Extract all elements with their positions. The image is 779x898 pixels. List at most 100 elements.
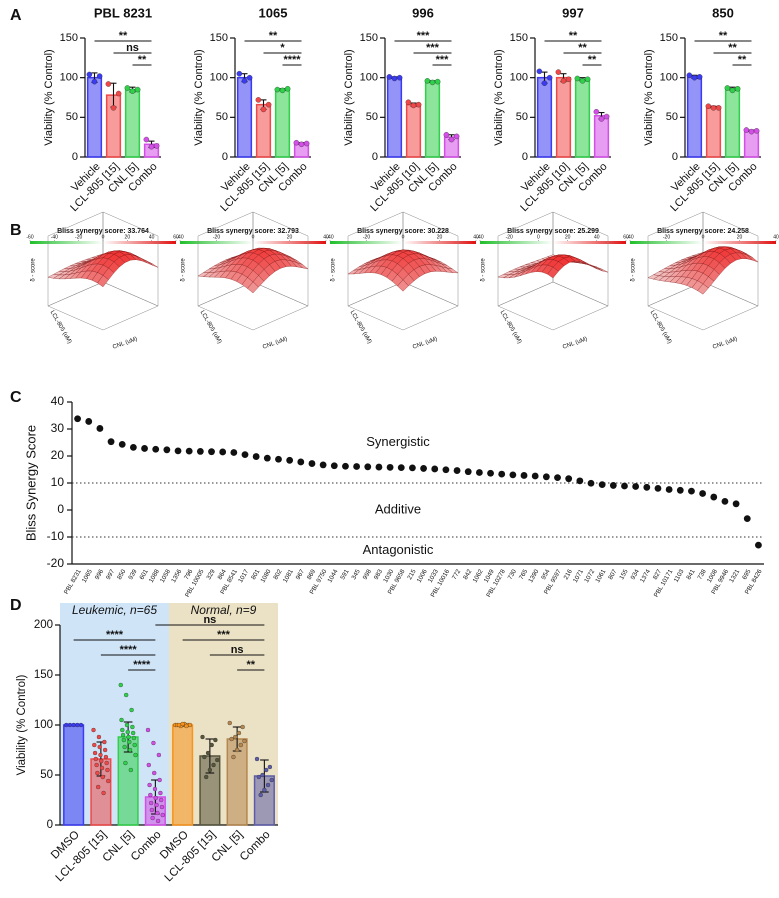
data-point	[275, 455, 282, 463]
data-point	[241, 451, 249, 459]
plot-box	[497, 281, 609, 331]
data-point	[743, 515, 751, 523]
plot-box	[497, 211, 554, 307]
data-point	[150, 815, 155, 821]
data-point	[86, 71, 93, 78]
y-tick-label: 0	[672, 151, 678, 163]
colorbar-tick-label: -20	[506, 234, 513, 240]
data-point	[102, 747, 108, 753]
bracket-label: ****	[133, 659, 151, 671]
bar	[124, 88, 141, 158]
data-point	[560, 78, 567, 84]
data-point	[240, 724, 245, 730]
data-point	[131, 730, 136, 736]
data-point	[262, 787, 267, 793]
data-point	[424, 78, 431, 84]
data-point	[676, 486, 684, 494]
data-point	[149, 807, 155, 813]
data-point	[565, 475, 573, 483]
z-axis-label: δ - score	[631, 258, 637, 282]
x-tick-label: 738	[696, 568, 708, 581]
bracket-label: **	[719, 30, 728, 42]
region-label: Antagonistic	[363, 542, 434, 557]
data-point	[78, 722, 84, 728]
data-point	[124, 692, 129, 698]
region-label: Additive	[375, 501, 421, 516]
x-tick-label: 807	[607, 568, 619, 581]
chart-title: 996	[412, 5, 434, 20]
data-point	[330, 462, 338, 470]
y-tick-label: 150	[660, 32, 678, 44]
data-point	[286, 456, 294, 464]
data-point	[705, 103, 712, 109]
x-tick-label: 772	[451, 568, 463, 581]
colorbar-tick-label: 20	[437, 234, 443, 240]
data-point	[124, 722, 130, 728]
y-tick-label: 50	[216, 111, 228, 123]
data-point	[118, 682, 123, 688]
plot-box	[47, 211, 104, 307]
data-point	[107, 438, 115, 446]
bracket-label: *	[280, 42, 285, 54]
data-point	[598, 481, 606, 489]
bracket-label: ***	[417, 30, 431, 42]
plot-box	[347, 211, 404, 307]
data-point	[122, 744, 127, 750]
data-point	[410, 102, 417, 109]
x-tick-label: 864	[217, 568, 229, 581]
data-point	[665, 486, 673, 493]
y-tick-label: 50	[516, 111, 528, 123]
x-tick-label: 730	[507, 568, 519, 581]
y-tick-label: 150	[34, 669, 53, 681]
data-point	[584, 76, 591, 83]
bracket-label: **	[738, 54, 747, 66]
data-point	[729, 87, 736, 94]
y-tick-label: -20	[47, 556, 65, 570]
data-point	[375, 463, 383, 471]
x-tick-label: 1103	[673, 568, 686, 584]
y-tick-label: 100	[360, 72, 378, 84]
bar	[724, 88, 741, 158]
y-tick-label: 0	[522, 151, 528, 163]
data-point	[279, 87, 286, 94]
data-point	[152, 445, 160, 453]
data-point	[396, 74, 403, 81]
data-point	[520, 472, 528, 479]
data-point	[131, 735, 137, 741]
colorbar-tick-label: 40	[773, 234, 779, 240]
x-tick-label: 215	[406, 568, 418, 581]
data-point	[654, 485, 662, 492]
data-point	[233, 734, 238, 740]
data-point	[267, 764, 273, 770]
bar	[86, 76, 103, 158]
y-tick-label: 40	[51, 394, 65, 408]
bar	[63, 724, 85, 826]
bracket-label: **	[138, 54, 147, 66]
data-point	[219, 448, 227, 456]
data-point	[274, 86, 281, 93]
data-point	[123, 760, 128, 766]
data-point	[96, 784, 101, 790]
data-point	[141, 445, 148, 452]
data-point	[319, 461, 327, 469]
x-tick-label: 996	[94, 568, 106, 581]
y-axis-label: CNL (uM)	[412, 336, 438, 350]
x-tick-label: 1044	[326, 568, 339, 584]
y-tick-label: 100	[60, 72, 78, 84]
data-point	[710, 105, 717, 111]
data-point	[236, 730, 242, 736]
colorbar-tick-label: 40	[323, 234, 329, 240]
data-point	[104, 760, 109, 766]
x-tick-label: 329	[205, 568, 217, 581]
colorbar-tick-label: -40	[626, 234, 633, 240]
data-point	[475, 469, 483, 476]
data-point	[386, 74, 393, 80]
y-tick-label: 0	[47, 819, 53, 831]
y-axis-label: Viability (% Control)	[43, 49, 55, 145]
data-point	[145, 727, 151, 733]
chart-title: PBL 8231	[94, 5, 152, 20]
bracket-label: ****	[106, 629, 124, 641]
data-point	[215, 757, 220, 763]
data-point	[129, 443, 137, 451]
bracket-label: **	[569, 30, 578, 42]
